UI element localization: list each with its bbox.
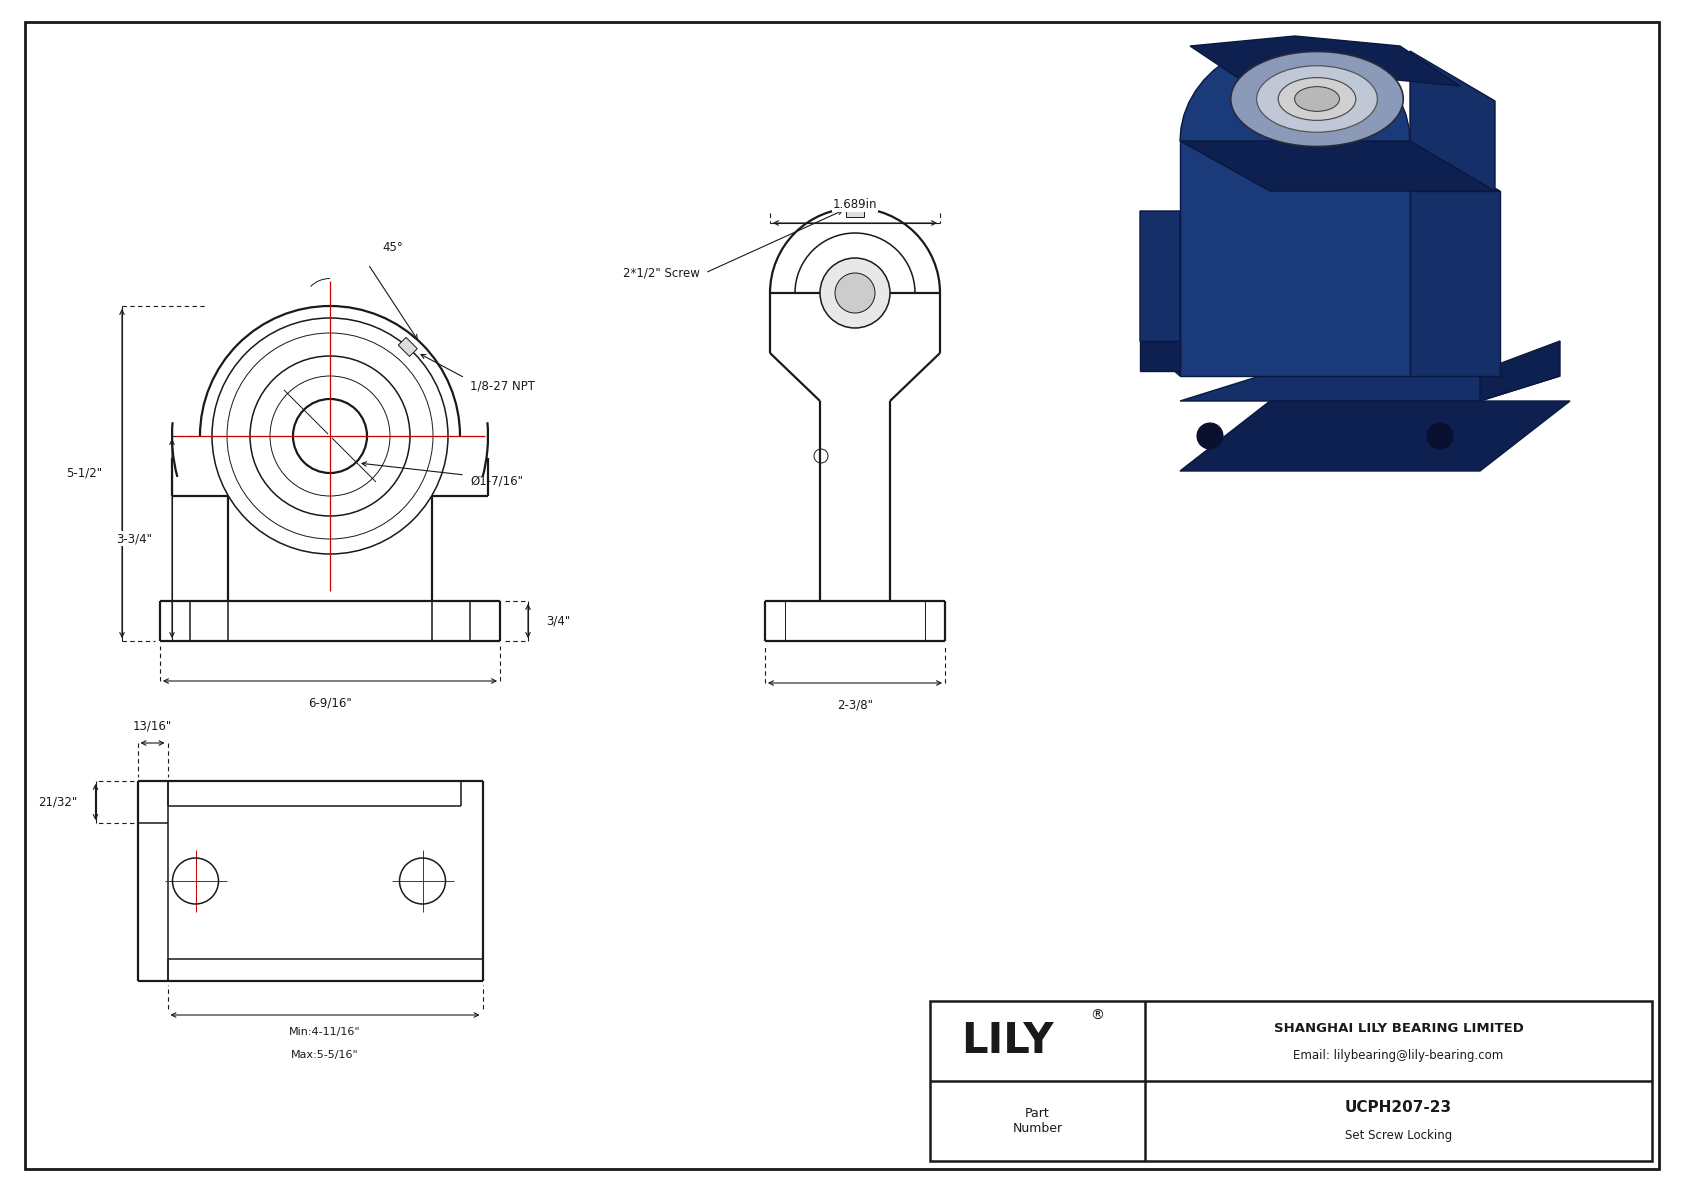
Polygon shape: [1180, 40, 1410, 141]
Polygon shape: [1180, 141, 1410, 376]
Circle shape: [1197, 423, 1223, 449]
Text: 1/8-27 NPT: 1/8-27 NPT: [470, 380, 536, 393]
Polygon shape: [1180, 376, 1559, 401]
Text: 2-3/8": 2-3/8": [837, 698, 872, 711]
Text: 6-9/16": 6-9/16": [308, 697, 352, 710]
Text: 13/16": 13/16": [133, 719, 172, 732]
Text: ®: ®: [1091, 1009, 1105, 1023]
Text: 2*1/2" Screw: 2*1/2" Screw: [623, 267, 701, 280]
Text: 45°: 45°: [382, 241, 402, 254]
Circle shape: [820, 258, 891, 328]
Polygon shape: [1191, 36, 1460, 86]
Text: Ø1-7/16": Ø1-7/16": [470, 474, 524, 487]
Text: LILY: LILY: [962, 1019, 1054, 1062]
Polygon shape: [1410, 51, 1495, 191]
Polygon shape: [1180, 141, 1500, 191]
Text: 3/4": 3/4": [546, 615, 571, 628]
Polygon shape: [1480, 341, 1559, 401]
Bar: [845, 202, 864, 217]
Ellipse shape: [1278, 77, 1356, 120]
Text: Max:5-5/16": Max:5-5/16": [291, 1050, 359, 1060]
Text: 3-3/4": 3-3/4": [116, 532, 152, 545]
Polygon shape: [1140, 211, 1180, 376]
Bar: [930, 1000, 1652, 1161]
Text: Part
Number: Part Number: [1012, 1106, 1063, 1135]
Polygon shape: [1180, 401, 1569, 470]
Text: UCPH207-23: UCPH207-23: [1346, 1099, 1452, 1115]
Circle shape: [835, 273, 876, 313]
Polygon shape: [1410, 191, 1500, 376]
Ellipse shape: [1231, 51, 1403, 146]
Text: 21/32": 21/32": [37, 796, 77, 809]
Text: Min:4-11/16": Min:4-11/16": [290, 1027, 360, 1037]
Ellipse shape: [1295, 87, 1339, 111]
Text: 5-1/2": 5-1/2": [66, 467, 103, 480]
Polygon shape: [1140, 341, 1180, 372]
Circle shape: [1426, 423, 1453, 449]
Ellipse shape: [1256, 66, 1378, 132]
Text: SHANGHAI LILY BEARING LIMITED: SHANGHAI LILY BEARING LIMITED: [1273, 1022, 1524, 1035]
Text: Email: lilybearing@lily-bearing.com: Email: lilybearing@lily-bearing.com: [1293, 1049, 1504, 1062]
Polygon shape: [397, 337, 418, 356]
Text: Set Screw Locking: Set Screw Locking: [1346, 1129, 1452, 1141]
Text: 1.689in: 1.689in: [834, 199, 877, 212]
